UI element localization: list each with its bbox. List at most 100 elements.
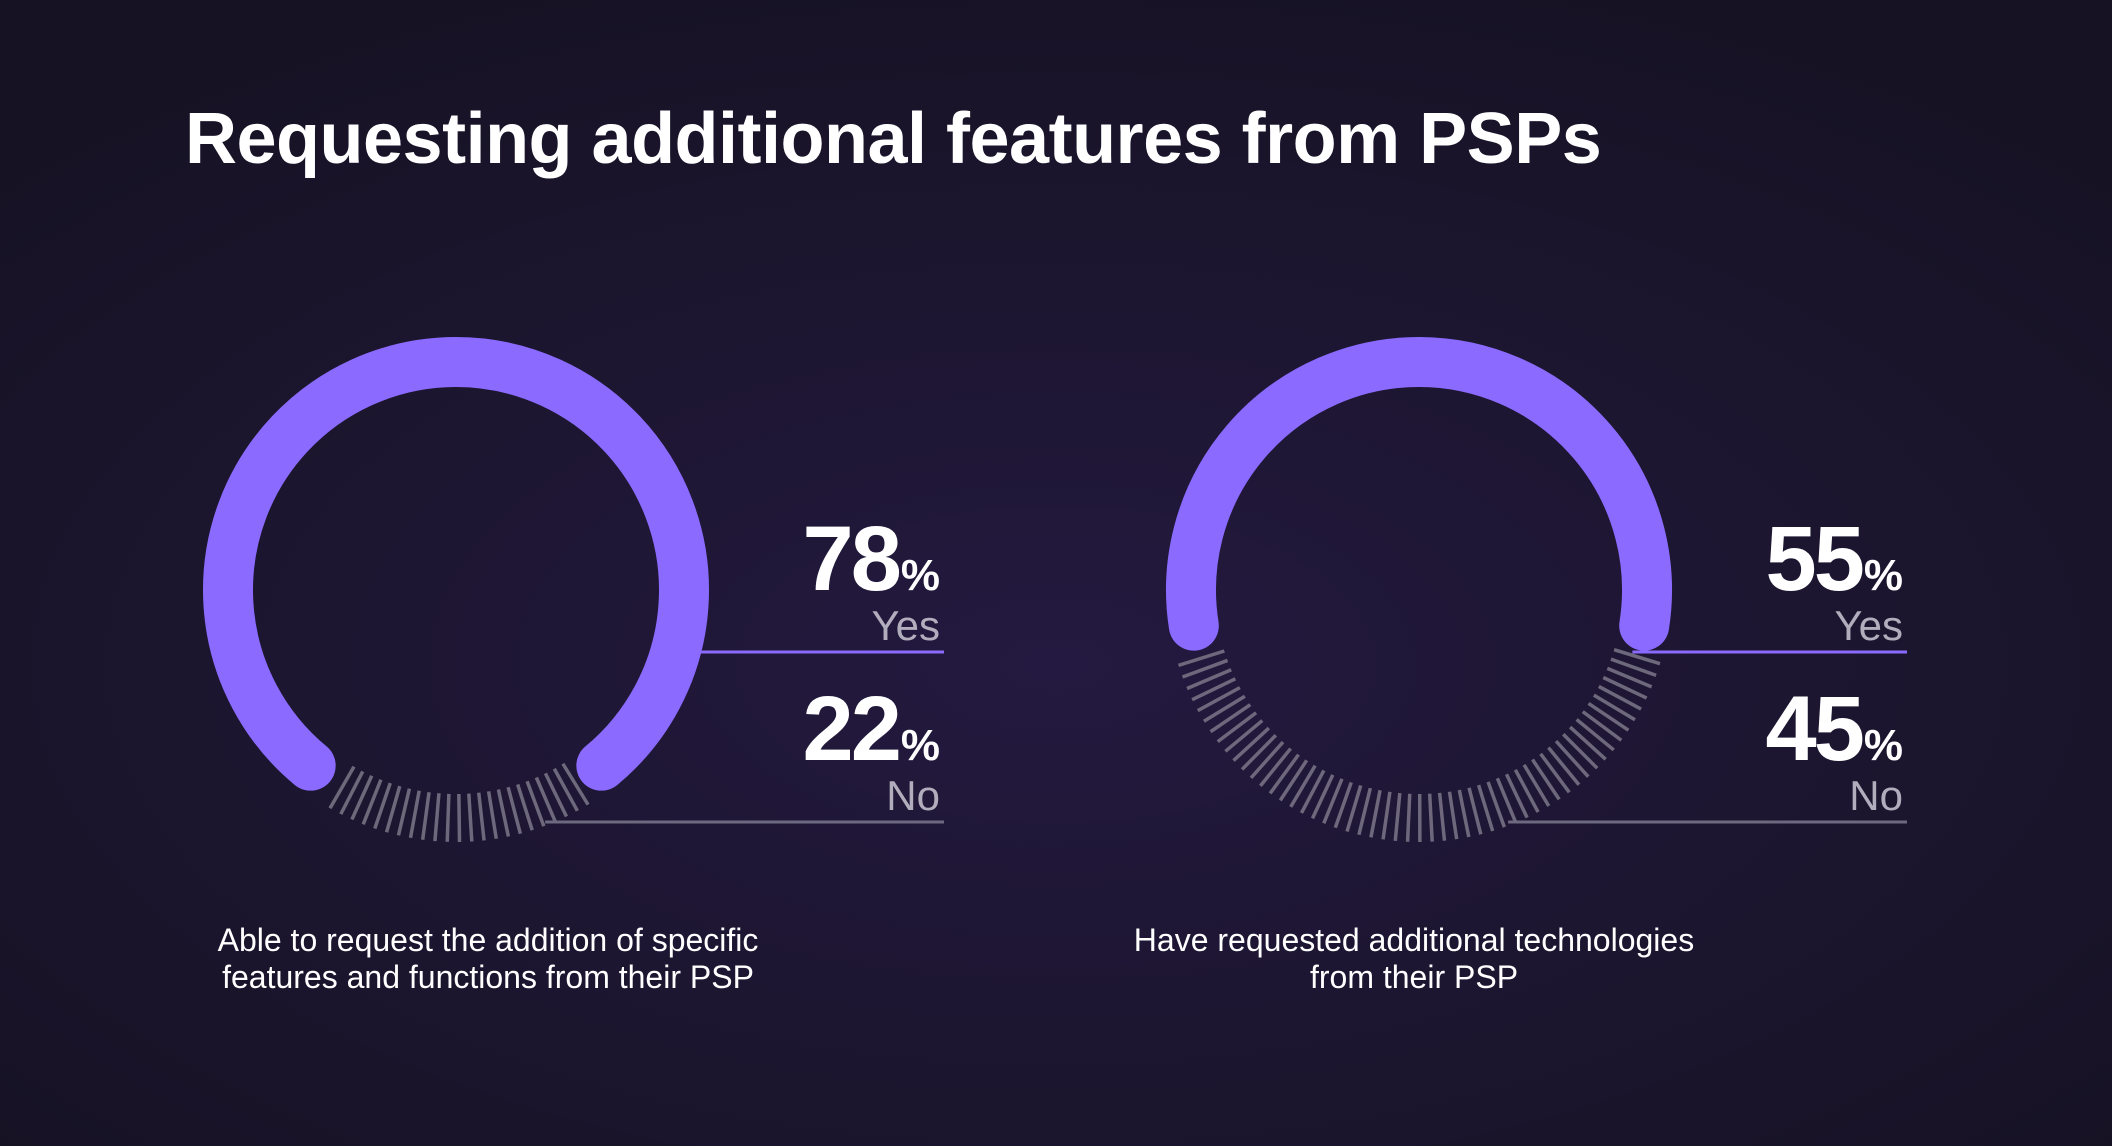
no-tick: [433, 793, 441, 842]
no-tick: [1437, 792, 1447, 841]
no-tick: [1278, 759, 1309, 802]
no-tick: [1240, 734, 1278, 771]
no-tick: [1268, 753, 1300, 795]
no-tick: [1405, 793, 1412, 842]
yes-value: 78: [802, 508, 902, 610]
no-tick: [1597, 684, 1642, 711]
yes-label: Yes: [871, 602, 940, 649]
no-tick: [1575, 718, 1615, 752]
no-value: 45: [1765, 678, 1865, 780]
no-tick: [373, 782, 392, 830]
no-tick: [350, 775, 374, 821]
no-unit: %: [1863, 721, 1903, 770]
no-tick: [1196, 686, 1241, 713]
no-tick: [1181, 658, 1229, 679]
no-tick: [1393, 792, 1402, 842]
no-tick: [396, 788, 412, 836]
no-tick: [1224, 719, 1264, 753]
no-tick: [1381, 791, 1392, 840]
no-tick: [534, 776, 557, 823]
no-tick: [1299, 769, 1326, 814]
no-tick: [339, 770, 365, 815]
yes-readout: 55% Yes: [1643, 513, 1903, 647]
yes-slice-arc: [1166, 337, 1672, 651]
no-tick: [1259, 747, 1292, 787]
yes-unit: %: [1863, 551, 1903, 600]
no-tick: [467, 793, 474, 842]
yes-unit: %: [900, 551, 940, 600]
no-tick: [1191, 677, 1237, 702]
no-tick: [1310, 774, 1335, 820]
no-tick: [1562, 733, 1599, 770]
no-tick: [1249, 740, 1285, 780]
yes-readout: 78% Yes: [680, 513, 940, 647]
no-tick: [1581, 710, 1623, 742]
no-tick: [361, 779, 383, 825]
no-tick: [496, 789, 511, 837]
no-tick: [457, 793, 462, 843]
page-title: Requesting additional features from PSPs: [185, 99, 1602, 179]
no-tick: [1613, 647, 1661, 666]
no-tick: [1209, 703, 1252, 734]
no-tick: [543, 772, 569, 818]
no-tick: [516, 783, 534, 831]
no-tick: [525, 780, 546, 827]
no-label: No: [886, 772, 940, 819]
no-slice-ticks: [328, 762, 590, 843]
no-tick: [1592, 693, 1636, 722]
no-tick: [1495, 777, 1518, 824]
no-tick: [561, 762, 590, 806]
no-tick: [408, 790, 421, 839]
no-tick: [420, 791, 431, 841]
donut-chart-technology-requests: 55% Yes 45% No Have requested additional…: [1103, 300, 1907, 995]
no-tick: [1202, 694, 1246, 723]
no-tick: [1345, 785, 1363, 832]
no-tick: [1531, 758, 1561, 801]
no-tick: [1587, 702, 1630, 732]
no-tick: [1606, 666, 1653, 689]
no-tick: [1178, 649, 1225, 668]
no-tick: [1427, 793, 1434, 842]
no-tick: [1447, 791, 1459, 840]
no-tick: [486, 791, 499, 840]
donut-svg: [1166, 337, 1907, 843]
no-tick: [384, 785, 402, 833]
no-tick: [1467, 787, 1483, 835]
no-tick: [1457, 789, 1471, 838]
donut-chart-feature-requests: 78% Yes 22% No Able to request the addit…: [140, 300, 944, 995]
yes-value: 55: [1765, 508, 1865, 610]
no-tick: [552, 767, 579, 812]
no-tick: [1476, 784, 1495, 832]
no-tick: [1486, 781, 1507, 828]
donut-svg: [203, 337, 944, 843]
no-tick: [1289, 764, 1317, 808]
no-slice-ticks: [1178, 647, 1661, 843]
no-tick: [1568, 725, 1607, 761]
no-tick: [1357, 787, 1373, 836]
no-tick: [1539, 752, 1571, 794]
yes-slice-arc: [203, 337, 709, 791]
no-unit: %: [900, 721, 940, 770]
no-value: 22: [802, 678, 902, 780]
no-tick: [1232, 726, 1271, 762]
no-readout: 22% No: [680, 683, 940, 817]
no-tick: [477, 792, 486, 841]
no-tick: [1513, 768, 1540, 813]
no-tick: [506, 786, 523, 835]
no-tick: [1610, 657, 1657, 678]
no-tick: [1186, 668, 1232, 691]
no-tick: [1504, 773, 1529, 819]
chart-caption: Have requested additional technologies f…: [1133, 922, 1695, 995]
no-tick: [1333, 781, 1353, 829]
no-tick: [1216, 711, 1258, 744]
no-tick: [1547, 746, 1581, 786]
no-tick: [445, 793, 451, 842]
no-tick: [1322, 778, 1344, 824]
chart-caption: Able to request the addition of specific…: [217, 922, 759, 995]
yes-label: Yes: [1834, 602, 1903, 649]
no-tick: [1369, 789, 1382, 838]
no-tick: [1602, 675, 1648, 700]
no-readout: 45% No: [1643, 683, 1903, 817]
no-tick: [1554, 739, 1590, 778]
